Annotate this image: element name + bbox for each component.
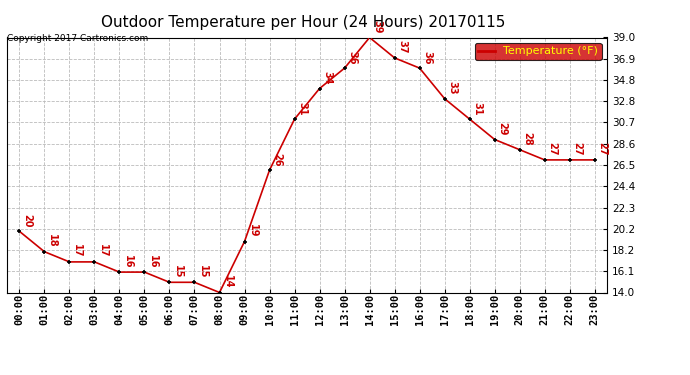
Point <box>214 290 225 296</box>
Point <box>164 279 175 285</box>
Point <box>514 147 525 153</box>
Text: 37: 37 <box>397 40 408 54</box>
Point <box>289 116 300 122</box>
Point <box>539 157 550 163</box>
Text: 15: 15 <box>172 265 182 278</box>
Text: 31: 31 <box>297 102 308 115</box>
Text: 15: 15 <box>197 265 208 278</box>
Text: 27: 27 <box>573 142 582 156</box>
Text: 36: 36 <box>348 51 357 64</box>
Legend: Temperature (°F): Temperature (°F) <box>475 43 602 60</box>
Text: 20: 20 <box>22 214 32 227</box>
Text: 28: 28 <box>522 132 533 146</box>
Point <box>114 269 125 275</box>
Text: 19: 19 <box>248 224 257 237</box>
Text: 33: 33 <box>448 81 457 94</box>
Text: 16: 16 <box>122 255 132 268</box>
Text: 27: 27 <box>598 142 608 156</box>
Point <box>489 136 500 142</box>
Point <box>564 157 575 163</box>
Text: Copyright 2017 Cartronics.com: Copyright 2017 Cartronics.com <box>7 34 148 43</box>
Point <box>64 259 75 265</box>
Text: 39: 39 <box>373 20 382 33</box>
Point <box>464 116 475 122</box>
Point <box>189 279 200 285</box>
Text: 18: 18 <box>48 234 57 248</box>
Text: 31: 31 <box>473 102 482 115</box>
Point <box>89 259 100 265</box>
Text: 34: 34 <box>322 71 333 84</box>
Point <box>139 269 150 275</box>
Point <box>389 55 400 61</box>
Point <box>239 238 250 244</box>
Point <box>39 249 50 255</box>
Point <box>264 167 275 173</box>
Point <box>339 65 350 71</box>
Point <box>439 96 450 102</box>
Text: Outdoor Temperature per Hour (24 Hours) 20170115: Outdoor Temperature per Hour (24 Hours) … <box>101 15 506 30</box>
Text: 17: 17 <box>97 244 108 258</box>
Point <box>589 157 600 163</box>
Text: 36: 36 <box>422 51 433 64</box>
Text: 14: 14 <box>222 275 233 288</box>
Point <box>14 228 25 234</box>
Text: 27: 27 <box>548 142 558 156</box>
Point <box>314 86 325 92</box>
Text: 17: 17 <box>72 244 82 258</box>
Text: 16: 16 <box>148 255 157 268</box>
Text: 26: 26 <box>273 153 282 166</box>
Text: 29: 29 <box>497 122 508 135</box>
Point <box>364 34 375 40</box>
Point <box>414 65 425 71</box>
